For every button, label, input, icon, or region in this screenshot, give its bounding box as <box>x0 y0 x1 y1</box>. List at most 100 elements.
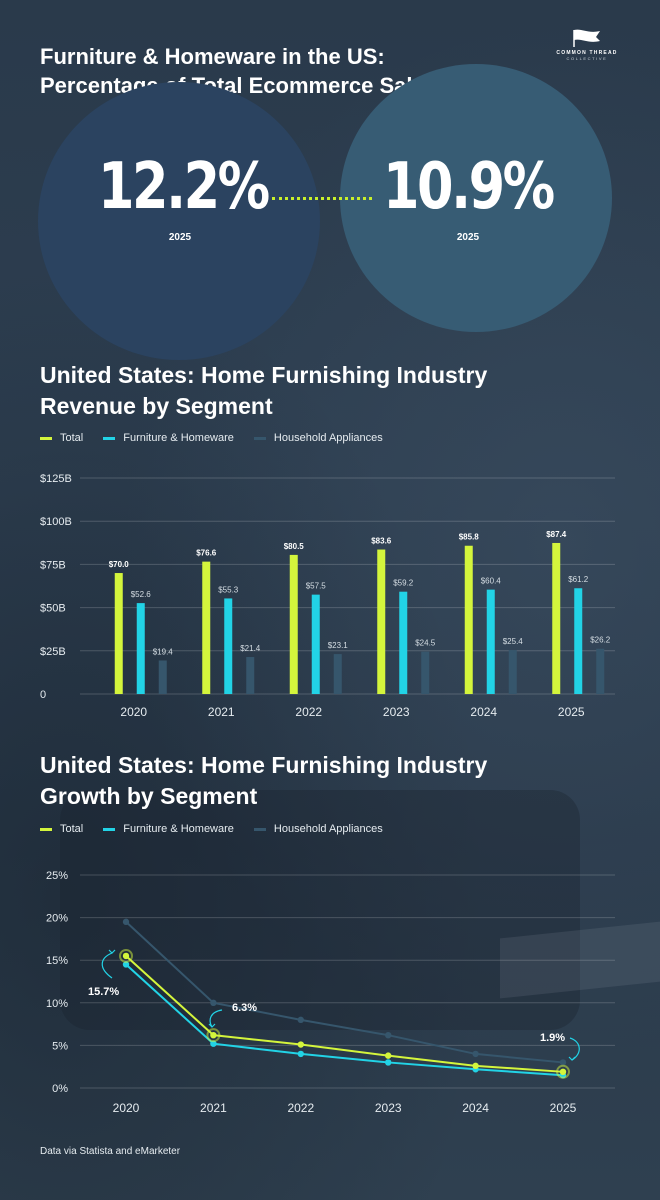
bar-appliances <box>421 651 430 694</box>
x-tick-label: 2022 <box>287 1101 314 1115</box>
bar-furniture <box>399 591 408 694</box>
stat-value-left: 12.2% <box>98 150 270 224</box>
y-tick-label: 25% <box>46 870 68 882</box>
revenue-chart-title-line2: Revenue by Segment <box>40 393 273 419</box>
legend-item-total: Total <box>40 432 83 444</box>
annotation-arrowhead <box>108 949 116 954</box>
bar-appliances <box>596 648 605 694</box>
x-tick-label: 2021 <box>200 1101 227 1115</box>
bar-data-label: $76.6 <box>196 549 217 558</box>
revenue-chart-title: United States: Home Furnishing Industry … <box>40 360 600 422</box>
point-total <box>559 1068 567 1076</box>
growth-chart-title-line2: Growth by Segment <box>40 783 258 809</box>
bar-data-label: $61.2 <box>568 575 589 584</box>
x-tick-label: 2020 <box>120 705 147 719</box>
bar-appliances <box>158 660 167 694</box>
growth-line-chart: 0% 5% 10% 15% 20% 25% 2020 2021 2022 2023 2024 2025… <box>46 870 615 1115</box>
bar-data-label: $26.2 <box>590 636 611 645</box>
bar-data-label: $85.8 <box>459 533 480 542</box>
x-tick-label: 2023 <box>383 705 410 719</box>
y-tick-label: $50B <box>40 603 66 615</box>
y-tick-label: 15% <box>46 955 68 967</box>
brand-subname: COLLECTIVE <box>566 56 608 61</box>
legend-label-appliances: Household Appliances <box>273 823 383 835</box>
bar-total <box>289 554 298 694</box>
bar-furniture <box>486 589 495 694</box>
bar-total <box>552 542 561 694</box>
bar-appliances <box>246 657 255 694</box>
y-tick-label: 5% <box>52 1040 68 1052</box>
highlight-ring <box>206 1028 221 1043</box>
legend-swatch-total <box>40 827 52 831</box>
legend-swatch-appliances <box>253 827 266 831</box>
line-furniture <box>125 963 564 1077</box>
growth-chart-title-line1: United States: Home Furnishing Industry <box>40 752 488 778</box>
page-title: Furniture & Homeware in the US: Percenta… <box>40 42 560 100</box>
bar-data-label: $21.4 <box>240 644 261 653</box>
point-total <box>385 1052 392 1059</box>
annotation-arrowhead <box>568 1056 576 1061</box>
bar-appliances <box>508 650 517 694</box>
revenue-bar-chart: 0 $25B $50B $75B $100B $125B $70.0 $52.6 $19.4 20… <box>40 473 615 719</box>
x-tick-label: 2025 <box>558 705 585 719</box>
highlight-ring <box>556 1064 570 1079</box>
point-appliances <box>472 1050 479 1058</box>
legend-item-appliances: Household Appliances <box>253 823 383 835</box>
annotation-label: 1.9% <box>540 1032 565 1044</box>
bar-total <box>114 573 123 694</box>
stat-year-right: 2025 <box>456 232 480 243</box>
x-tick-label: 2025 <box>550 1101 577 1115</box>
bar-data-label: $25.4 <box>503 637 524 646</box>
y-tick-label: 20% <box>46 913 68 925</box>
source-note: Data via Statista and eMarketer <box>40 1146 181 1157</box>
stat-circle-left <box>38 82 320 360</box>
bar-furniture <box>136 603 145 694</box>
point-total <box>297 1041 304 1048</box>
legend-swatch-appliances <box>253 436 266 440</box>
legend-swatch-furniture <box>103 827 116 831</box>
point-total <box>210 1031 217 1039</box>
y-tick-label: $125B <box>40 473 72 485</box>
bar-data-label: $70.0 <box>109 560 130 569</box>
annotation-arrow <box>101 952 113 979</box>
point-furniture <box>210 1040 217 1047</box>
legend-label-appliances: Household Appliances <box>273 432 383 444</box>
legend-swatch-furniture <box>103 436 116 440</box>
bar-furniture <box>224 598 233 694</box>
bar-data-label: $55.3 <box>218 585 239 594</box>
x-tick-label: 2020 <box>113 1101 140 1115</box>
bar-total <box>377 549 386 694</box>
bar-data-label: $59.2 <box>393 579 414 588</box>
bar-data-label: $52.6 <box>131 590 152 599</box>
revenue-chart-title-line1: United States: Home Furnishing Industry <box>40 362 488 388</box>
bar-data-label: $19.4 <box>153 647 174 656</box>
y-tick-label: 10% <box>46 998 68 1010</box>
point-appliances <box>122 918 130 926</box>
legend-item-furniture: Furniture & Homeware <box>103 823 234 835</box>
flag-icon <box>573 29 600 47</box>
point-appliances <box>385 1031 392 1039</box>
bar-data-label: $24.5 <box>415 639 436 648</box>
point-furniture <box>297 1050 304 1058</box>
annotation-arrowhead <box>208 1023 216 1028</box>
point-appliances <box>297 1016 304 1024</box>
y-tick-label: $100B <box>40 516 72 528</box>
bar-data-label: $57.5 <box>306 582 327 591</box>
y-tick-label: $25B <box>40 646 66 658</box>
point-total <box>472 1062 479 1070</box>
stat-value-right: 10.9% <box>383 150 555 224</box>
bar-total <box>202 561 211 694</box>
background-sofa-shape <box>60 790 580 1030</box>
bar-data-label: $83.6 <box>371 537 392 546</box>
brand-logo: COMMON THREAD COLLECTIVE <box>552 28 622 61</box>
y-tick-label: 0% <box>52 1083 68 1095</box>
highlight-ring <box>119 948 133 963</box>
y-tick-label: $75B <box>40 559 66 571</box>
revenue-chart-legend: Total Furniture & Homeware Household App… <box>40 432 383 444</box>
legend-label-total: Total <box>60 432 84 444</box>
growth-chart-legend: Total Furniture & Homeware Household App… <box>40 823 383 835</box>
stat-year-left: 2025 <box>168 232 192 243</box>
growth-chart-title: United States: Home Furnishing Industry … <box>40 750 600 812</box>
y-tick-label: 0 <box>40 689 46 701</box>
bar-data-label: $87.4 <box>546 530 567 539</box>
